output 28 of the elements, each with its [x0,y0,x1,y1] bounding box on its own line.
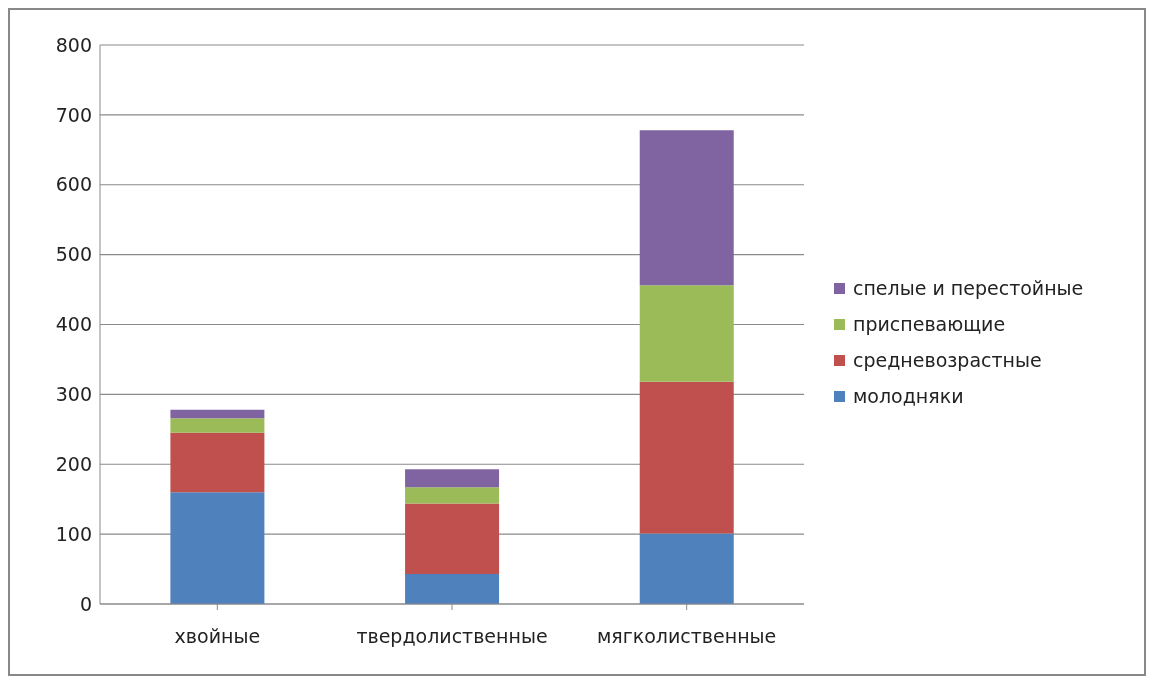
bar [405,503,500,574]
bar [639,130,734,286]
y-tick-label: 200 [55,452,92,475]
legend-label: средневозрастные [853,349,1042,371]
bar [639,285,734,382]
bar [170,418,265,433]
bar [405,573,500,604]
bar [170,492,265,604]
x-tick-label: твердолиственные [356,625,548,648]
y-tick-label: 800 [55,33,92,56]
legend-label: спелые и перестойные [853,277,1084,299]
bar [639,381,734,534]
y-tick-label: 400 [55,313,92,336]
y-tick-label: 700 [55,103,92,126]
y-tick-label: 0 [79,592,92,615]
legend-label: молодняки [853,385,964,407]
bar [405,487,500,504]
bar [639,533,734,604]
bar [170,409,265,419]
x-tick-label: мягколиственные [597,625,777,648]
x-tick-label: хвойные [174,625,261,648]
bar [405,469,500,488]
y-tick-label: 100 [55,522,92,545]
y-tick-label: 500 [55,243,92,266]
y-tick-label: 600 [55,173,92,196]
bar [170,432,265,493]
y-tick-label: 300 [55,383,92,406]
legend-label: приспевающие [853,313,1006,335]
